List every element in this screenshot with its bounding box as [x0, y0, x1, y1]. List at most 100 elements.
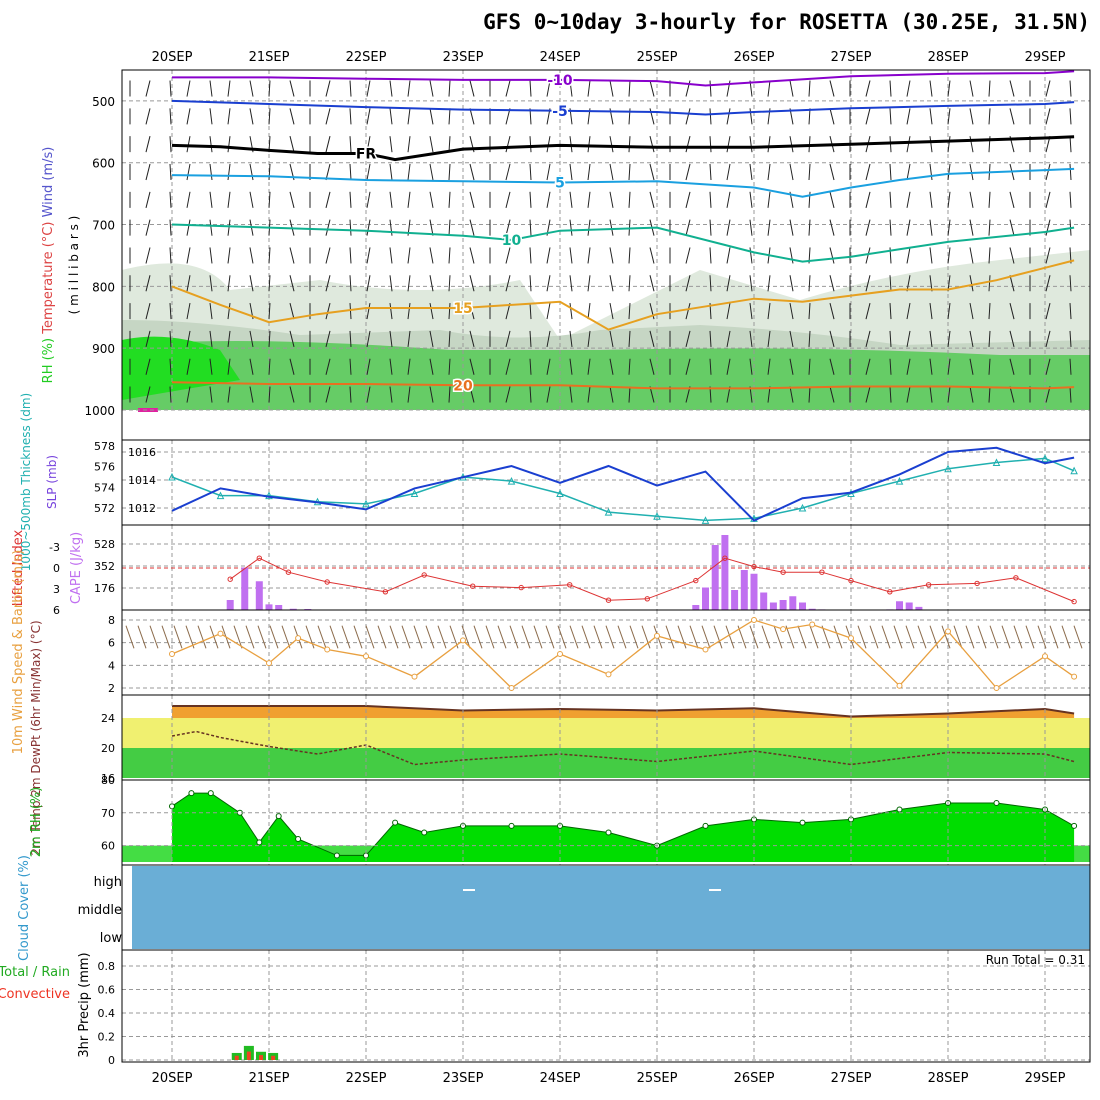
wind-barb: [366, 136, 371, 153]
wind-barb: [407, 247, 411, 264]
wind-barb: [865, 247, 871, 264]
wind-barb: [988, 219, 991, 236]
wind-barb: [749, 108, 753, 125]
wind-barb: [145, 302, 151, 320]
wind-barb: [889, 163, 892, 181]
wind-barb: [268, 80, 271, 97]
wind-barb: [889, 191, 892, 208]
wind-barb: [429, 80, 434, 97]
wind-barb: [808, 219, 811, 236]
wind-speed-point: [1042, 653, 1048, 660]
wind-barb: [767, 136, 771, 153]
wind-barb: [709, 219, 712, 236]
wind-barb: [407, 136, 411, 153]
wind-barb: [725, 625, 735, 649]
wind-barb: [1009, 358, 1015, 375]
wind-barb: [249, 386, 254, 403]
wind-barb: [617, 625, 627, 649]
wind-barb: [429, 136, 434, 153]
wind-barb: [268, 163, 271, 181]
wind-barb: [789, 163, 794, 181]
wind-barb: [749, 275, 753, 292]
wind-barb: [649, 191, 655, 208]
wind-barb: [749, 219, 753, 236]
wind-speed-point: [508, 685, 515, 691]
wind-barb: [341, 625, 351, 649]
wind-barb: [829, 330, 835, 348]
wind-barb: [701, 625, 711, 649]
wind-barb: [808, 330, 811, 347]
wind-barb: [767, 275, 771, 292]
wind-barb: [227, 163, 231, 181]
wind-barb: [546, 247, 551, 264]
li-point: [751, 563, 757, 570]
wind-barb: [969, 80, 974, 97]
wind-barb: [767, 330, 771, 347]
ytick-label: 900: [92, 342, 115, 356]
wind-barb: [145, 108, 151, 125]
wind-barb: [289, 358, 295, 375]
li-line: [229, 557, 1075, 603]
wind-barb: [1061, 625, 1071, 649]
wind-speed-point: [557, 651, 563, 657]
wind-barb: [749, 163, 753, 181]
wind-barb: [947, 303, 951, 320]
wind-barb: [209, 358, 213, 375]
wind-barb: [689, 625, 699, 649]
wind-barb: [448, 386, 451, 403]
wind-barb: [988, 108, 991, 125]
ytick-label: 20: [101, 742, 115, 755]
wind-barb: [289, 191, 295, 208]
wind-barb: [1045, 219, 1051, 236]
wind-barb: [988, 330, 991, 347]
wind-barb: [145, 163, 151, 181]
wind-barb: [1069, 163, 1072, 181]
wind-barb: [227, 303, 231, 320]
wind-barb: [609, 219, 614, 236]
wind-speed-point: [169, 651, 175, 657]
wind-barb: [448, 303, 451, 320]
ytick-label-li: 6: [53, 604, 60, 617]
wind-barb: [865, 191, 871, 208]
wind-barb: [906, 219, 911, 236]
wind-barb: [965, 625, 975, 649]
wind-barb: [569, 191, 573, 208]
wind-barb: [749, 330, 753, 347]
wind-barb: [713, 625, 723, 649]
wind-barb: [325, 219, 331, 236]
li-point: [285, 569, 292, 575]
wind-barb: [726, 108, 731, 125]
ylabel-li: Lifted Index: [11, 529, 26, 606]
wind-barb: [546, 358, 551, 375]
li-point: [887, 589, 893, 595]
wind-barb: [726, 163, 731, 181]
wind-barb: [268, 358, 271, 375]
wind-barb: [169, 358, 172, 375]
wind-barb: [505, 275, 511, 292]
wind-barb: [209, 219, 213, 236]
wind-barb: [1009, 275, 1015, 292]
wind-barb: [448, 80, 451, 97]
cloud-mark: [709, 889, 721, 891]
wind-barb: [587, 163, 591, 181]
panel-frame-precip: [121, 949, 1091, 1063]
wind-barb: [767, 358, 771, 375]
cape-bar: [275, 605, 283, 610]
isotherm-line: [171, 381, 1075, 390]
wind-barb: [906, 191, 911, 208]
wind-barb: [628, 303, 631, 320]
wind-barb: [587, 219, 591, 236]
wind-barb: [546, 386, 551, 403]
wind-barb: [473, 625, 483, 649]
wind-barb: [829, 386, 835, 403]
wind-barb: [857, 625, 867, 649]
wind-barb: [569, 386, 573, 403]
wind-barb: [587, 358, 591, 375]
wind-barb: [749, 303, 753, 320]
wind-barb: [629, 625, 639, 649]
wind-barb: [808, 358, 811, 375]
wind-barb: [407, 191, 411, 208]
wind-barb: [429, 275, 434, 292]
wind-barb: [789, 247, 794, 264]
ytick-label: 6: [108, 637, 115, 650]
